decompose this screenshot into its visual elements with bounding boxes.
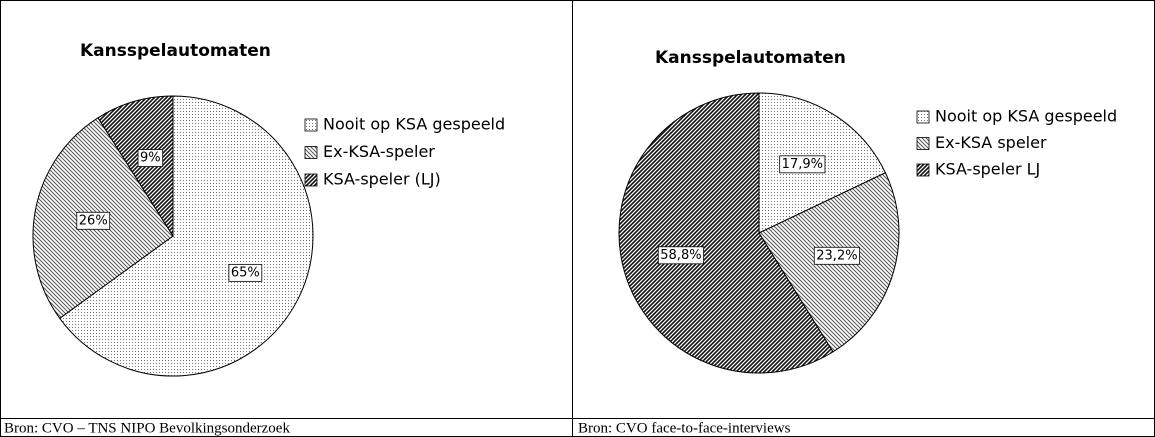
data-label-box [657, 246, 704, 265]
legend-swatch [916, 137, 930, 150]
legend-label: Nooit op KSA gespeeld [935, 107, 1117, 126]
legend-swatch [916, 163, 930, 177]
pie-slice [59, 95, 314, 377]
data-label: 65% [231, 265, 260, 280]
pie-slice [618, 92, 834, 374]
data-label: 9% [140, 151, 161, 166]
data-label-box [228, 263, 263, 282]
legend-label: KSA-speler (LJ) [323, 170, 441, 189]
data-label-box [137, 149, 164, 167]
data-label: 17,9% [782, 157, 823, 172]
pie-slice [97, 95, 174, 238]
data-label-box [779, 155, 826, 174]
source-note: Bron: CVO face-to-face-interviews [578, 420, 791, 436]
legend-swatch [304, 173, 318, 187]
data-label: 58,8% [660, 248, 701, 263]
chart-title: Kansspelautomaten [80, 41, 271, 61]
source-note: Bron: CVO – TNS NIPO Bevolkingsonderzoek [4, 420, 290, 436]
chart-title: Kansspelautomaten [655, 48, 846, 68]
legend-swatch [304, 118, 318, 132]
data-label-box [813, 246, 860, 265]
legend-label: Nooit op KSA gespeeld [323, 115, 505, 134]
legend-label: Ex-KSA speler [935, 133, 1047, 152]
legend-label: KSA-speler LJ [935, 160, 1040, 179]
legend-swatch [304, 146, 318, 159]
data-label-box [76, 211, 111, 230]
legend-label: Ex-KSA-speler [323, 142, 435, 161]
legend-swatch [916, 110, 930, 124]
data-label: 26% [79, 213, 108, 228]
data-label: 23,2% [816, 248, 857, 263]
